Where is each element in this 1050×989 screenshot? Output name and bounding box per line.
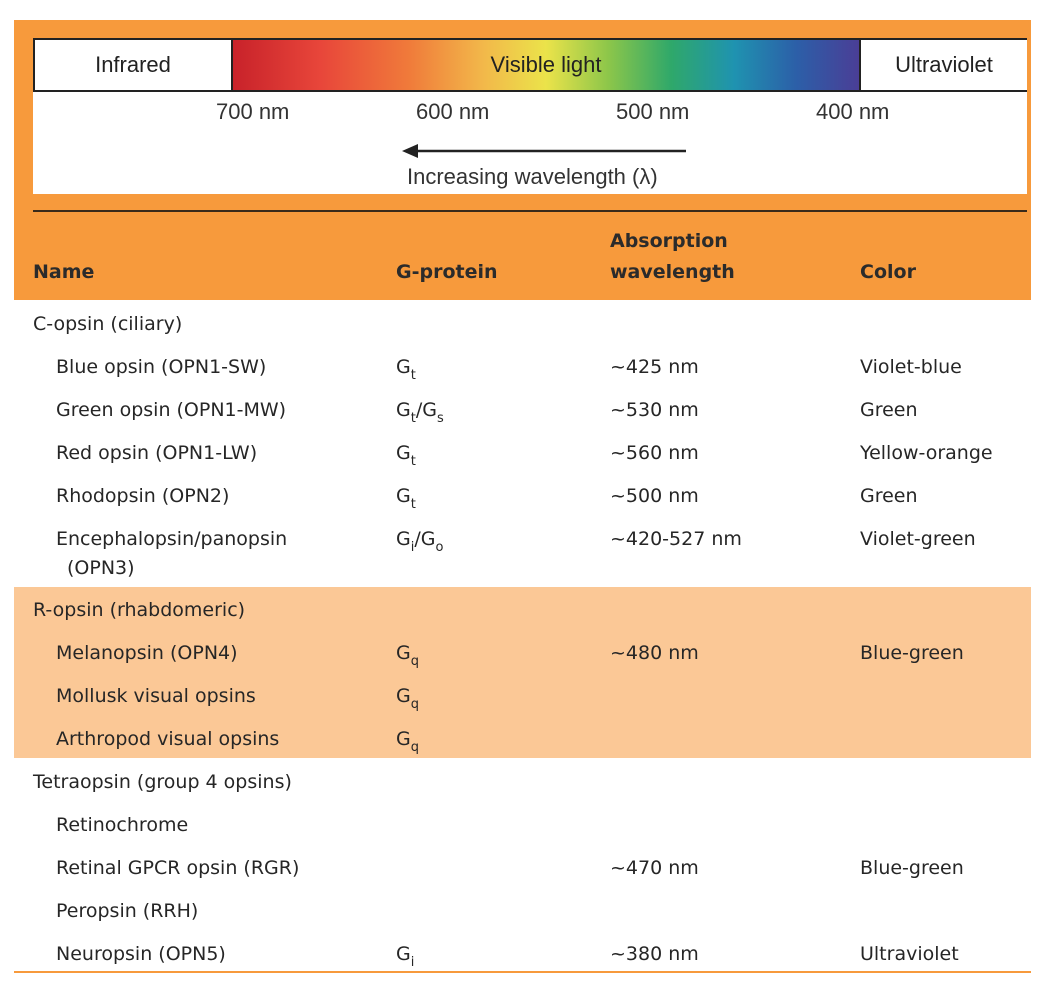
absorption-wavelength: ~530 nm xyxy=(610,399,699,421)
opsin-name: Neuropsin (OPN5) xyxy=(56,943,226,965)
tick-label: 400 nm xyxy=(816,99,890,124)
header-gprotein: G-protein xyxy=(396,261,498,283)
tick-label: 600 nm xyxy=(416,99,490,124)
color-value: Green xyxy=(860,399,918,421)
g-protein-subunit: i xyxy=(410,955,415,970)
g-protein: Gi xyxy=(396,940,414,977)
opsin-name: Red opsin (OPN1-LW) xyxy=(56,442,258,464)
g-protein-base: G xyxy=(396,399,411,421)
spectrum-bar: Infrared Visible light Ultraviolet xyxy=(33,38,1027,92)
opsin-name: Melanopsin (OPN4) xyxy=(56,642,238,664)
g-protein-subunit: q xyxy=(410,740,419,755)
color-value: Blue-green xyxy=(860,857,964,879)
header-wavelength: wavelength xyxy=(610,261,735,283)
g-protein-subunit: q xyxy=(410,654,419,669)
opsin-name: Arthropod visual opsins xyxy=(56,728,280,750)
g-protein: Gt/Gs xyxy=(396,396,444,433)
opsin-name-cont: (OPN3) xyxy=(67,557,135,579)
opsin-name: Peropsin (RRH) xyxy=(56,900,199,922)
g-protein-subunit: t xyxy=(410,454,416,469)
g-protein-base: G xyxy=(396,485,411,507)
header-absorption: Absorption xyxy=(610,230,728,252)
g-protein-subunit: t xyxy=(410,497,416,512)
g-protein-separator: / xyxy=(414,528,421,550)
divider xyxy=(33,210,1027,212)
group-label: Tetraopsin (group 4 opsins) xyxy=(33,771,292,793)
absorption-wavelength: ~500 nm xyxy=(610,485,699,507)
opsin-name: Rhodopsin (OPN2) xyxy=(56,485,230,507)
table-bottom-rule xyxy=(14,971,1031,973)
absorption-wavelength: ~560 nm xyxy=(610,442,699,464)
g-protein: Gq xyxy=(396,682,419,719)
tick-label: 500 nm xyxy=(616,99,690,124)
g-protein-base: G xyxy=(396,728,411,750)
g-protein-base: G xyxy=(422,399,437,421)
g-protein: Gt xyxy=(396,439,416,476)
g-protein-subunit: i xyxy=(410,540,415,555)
g-protein-base: G xyxy=(396,943,411,965)
g-protein-subunit: t xyxy=(410,368,416,383)
visible-light-segment: Visible light xyxy=(233,40,859,90)
g-protein-base: G xyxy=(396,685,411,707)
group-label: C-opsin (ciliary) xyxy=(33,313,183,335)
group-label: R-opsin (rhabdomeric) xyxy=(33,599,246,621)
g-protein-subunit: s xyxy=(436,411,444,426)
header-name: Name xyxy=(33,261,95,283)
color-value: Violet-green xyxy=(860,528,976,550)
absorption-wavelength: ~470 nm xyxy=(610,857,699,879)
g-protein-base: G xyxy=(420,528,436,550)
g-protein-subunit: q xyxy=(410,697,419,712)
wavelength-arrow-label: Increasing wavelength (λ) xyxy=(407,164,658,189)
g-protein: Gt xyxy=(396,353,416,390)
color-value: Blue-green xyxy=(860,642,964,664)
absorption-wavelength: ~420-527 nm xyxy=(610,528,742,550)
ultraviolet-segment: Ultraviolet xyxy=(859,40,1027,90)
g-protein: Gq xyxy=(396,725,419,762)
g-protein: Gq xyxy=(396,639,419,676)
color-value: Yellow-orange xyxy=(860,442,993,464)
g-protein-base: G xyxy=(396,642,411,664)
r-opsin-band xyxy=(14,587,1031,758)
opsin-name: Retinal GPCR opsin (RGR) xyxy=(56,857,300,879)
color-value: Violet-blue xyxy=(860,356,962,378)
g-protein: Gt xyxy=(396,482,416,519)
color-value: Ultraviolet xyxy=(860,943,959,965)
g-protein-subunit: t xyxy=(410,411,416,426)
tick-label: 700 nm xyxy=(216,99,290,124)
g-protein-base: G xyxy=(396,528,411,550)
color-value: Green xyxy=(860,485,918,507)
g-protein-base: G xyxy=(396,442,411,464)
left-arrow-icon xyxy=(402,144,686,158)
opsin-name: Encephalopsin/panopsin xyxy=(56,528,288,550)
g-protein: Gi/Go xyxy=(396,525,443,562)
absorption-wavelength: ~480 nm xyxy=(610,642,699,664)
opsin-name: Retinochrome xyxy=(56,814,189,836)
g-protein-subunit: o xyxy=(435,540,444,555)
g-protein-separator: / xyxy=(415,399,423,421)
opsin-name: Mollusk visual opsins xyxy=(56,685,256,707)
header-color: Color xyxy=(860,261,916,283)
opsin-name: Green opsin (OPN1-MW) xyxy=(56,399,287,421)
absorption-wavelength: ~425 nm xyxy=(610,356,699,378)
opsin-name: Blue opsin (OPN1-SW) xyxy=(56,356,267,378)
infrared-segment: Infrared xyxy=(35,40,233,90)
absorption-wavelength: ~380 nm xyxy=(610,943,699,965)
g-protein-base: G xyxy=(396,356,411,378)
